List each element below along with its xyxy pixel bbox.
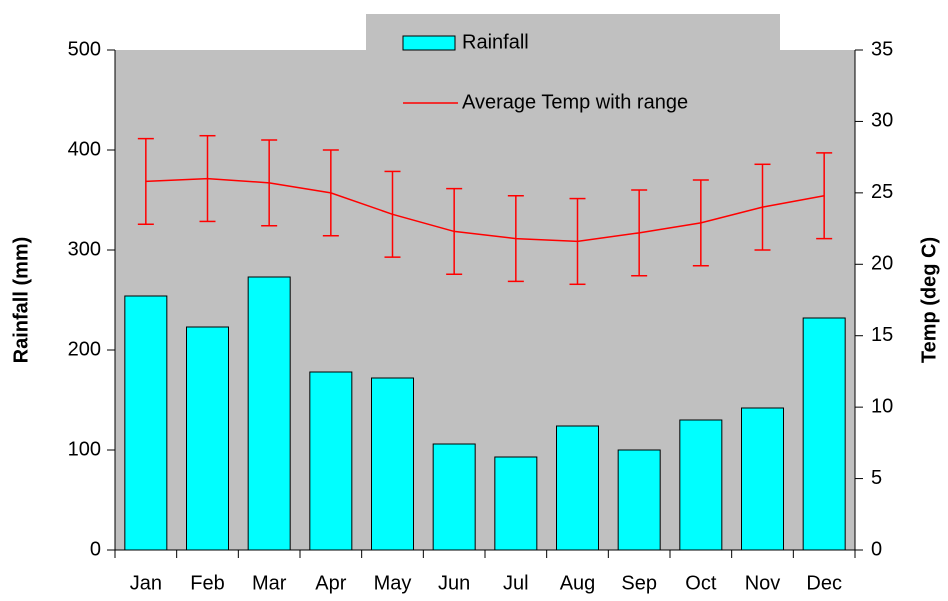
y-tick-label: 100	[68, 438, 101, 460]
y-axis-title: Rainfall (mm)	[10, 237, 32, 364]
y-tick-label: 200	[68, 338, 101, 360]
y-tick-label: 500	[68, 38, 101, 60]
bar	[186, 326, 229, 551]
line	[145, 177, 825, 243]
bar	[371, 377, 414, 551]
y2-tick-label: 20	[871, 253, 893, 275]
y-tick-label: 400	[68, 138, 101, 160]
bar	[494, 456, 538, 551]
y2-tick-label: 35	[871, 38, 893, 60]
x-tick-label: Mar	[252, 572, 287, 594]
bar	[247, 276, 291, 551]
bar	[432, 443, 476, 551]
x-tick-label: Aug	[560, 572, 596, 594]
x-tick-label: Sep	[621, 572, 657, 594]
bar	[802, 317, 846, 551]
x-tick-label: Feb	[190, 572, 224, 594]
bar	[617, 449, 661, 551]
legend-label: Average Temp with range	[462, 91, 688, 113]
x-tick-label: Oct	[685, 572, 717, 594]
y2-tick-label: 5	[871, 467, 882, 489]
y-tick-label: 0	[90, 538, 101, 560]
bar	[309, 371, 353, 551]
x-tick-label: Apr	[315, 572, 346, 594]
legend-label: Rainfall	[462, 31, 529, 53]
y2-axis-title: Temp (deg C)	[918, 237, 940, 363]
bar	[741, 407, 784, 551]
bar	[679, 419, 723, 551]
x-tick-label: Jul	[503, 572, 529, 594]
y2-tick-label: 10	[871, 395, 893, 417]
x-tick-label: Jun	[438, 572, 470, 594]
y-tick-label: 300	[68, 238, 101, 260]
bar	[556, 425, 599, 551]
y2-tick-label: 30	[871, 110, 893, 132]
y2-tick-label: 25	[871, 181, 893, 203]
x-tick-label: May	[374, 572, 412, 594]
x-tick-label: Dec	[806, 572, 842, 594]
y2-tick-label: 0	[871, 538, 882, 560]
bar	[124, 295, 168, 551]
x-tick-label: Nov	[745, 572, 781, 594]
plot-area	[115, 50, 855, 550]
y2-tick-label: 15	[871, 324, 893, 346]
legend-swatch	[402, 35, 456, 51]
x-tick-label: Jan	[130, 572, 162, 594]
